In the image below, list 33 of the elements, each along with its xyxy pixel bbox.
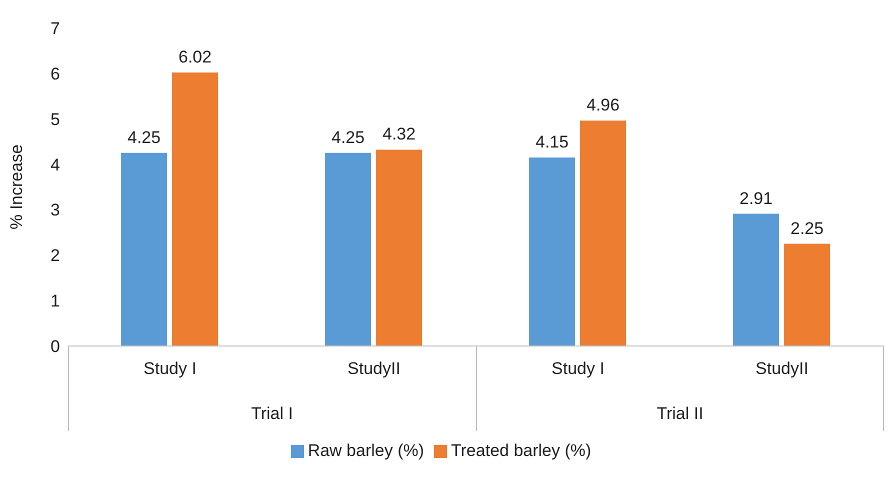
y-tick-label: 3 — [50, 200, 60, 220]
data-label: 4.96 — [586, 96, 620, 115]
data-label: 4.15 — [535, 132, 569, 152]
bar — [121, 152, 168, 346]
data-label: 6.02 — [178, 48, 212, 67]
data-label: 4.25 — [331, 128, 365, 147]
y-tick-label: 1 — [50, 292, 60, 311]
legend-label: Raw barley (%) — [308, 441, 424, 460]
bar — [376, 150, 422, 346]
x-tick-label: StudyII — [348, 359, 400, 378]
data-label: 4.25 — [127, 128, 161, 147]
text: Trial I — [250, 404, 294, 424]
y-tick-label: 7 — [50, 19, 60, 38]
bar — [580, 120, 626, 346]
y-axis-title: % Increase — [7, 144, 26, 230]
x-tick-label: Study I — [552, 359, 604, 378]
legend-label: Treated barley (%) — [451, 441, 592, 460]
bar — [529, 157, 576, 346]
text: Trial II — [656, 404, 704, 424]
bar — [325, 152, 372, 346]
data-label: 4.32 — [382, 124, 416, 144]
data-label: 2.25 — [790, 218, 824, 238]
bar — [784, 244, 830, 346]
x-tick-label: Study I — [144, 359, 196, 378]
y-tick-label: 0 — [50, 337, 60, 356]
y-tick-label: 2 — [50, 246, 60, 266]
x-tick-label: StudyII — [756, 359, 808, 378]
bar — [172, 72, 218, 346]
bar — [733, 214, 780, 346]
y-tick-label: 4 — [50, 155, 60, 174]
y-tick-label: 6 — [50, 64, 60, 84]
data-label: 2.91 — [739, 188, 773, 208]
y-tick-label: 5 — [50, 110, 60, 129]
